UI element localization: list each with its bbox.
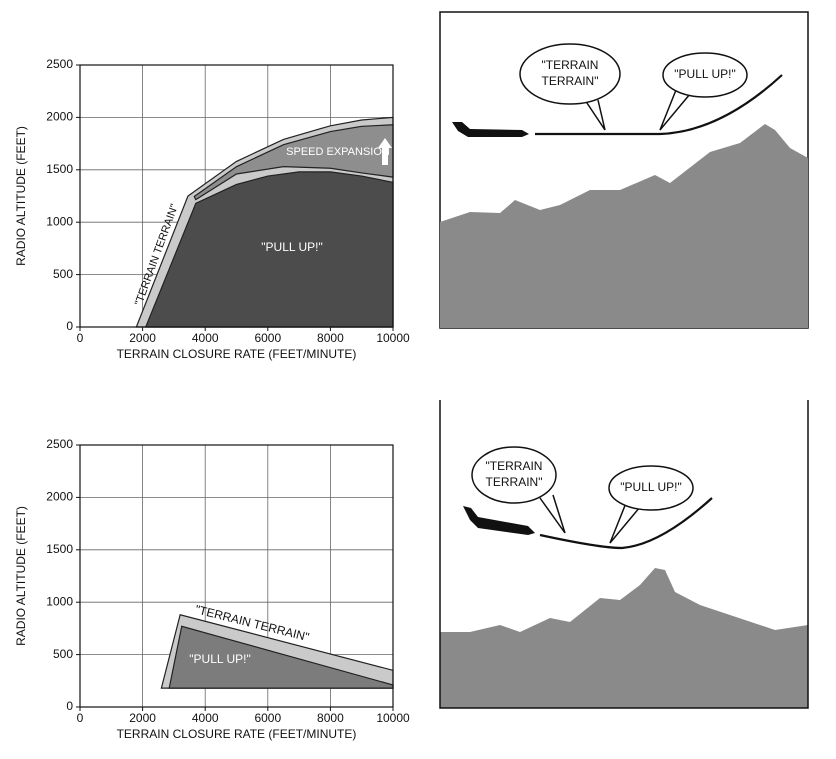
y-tick-label: 2000 <box>46 490 73 504</box>
frame <box>439 400 809 709</box>
x-tick-label: 0 <box>77 331 84 345</box>
illustration-2: "TERRAIN TERRAIN" "PULL UP!" <box>439 400 809 709</box>
callout-tail <box>609 502 641 544</box>
x-tick-label: 0 <box>77 711 84 725</box>
region-label: "PULL UP!" <box>189 652 250 666</box>
y-tick-label: 1500 <box>46 162 73 176</box>
x-tick-label: 2000 <box>129 711 156 725</box>
region-label: SPEED EXPANSION <box>286 146 390 158</box>
callout-bubble <box>662 52 748 98</box>
x-tick-label: 4000 <box>192 331 219 345</box>
x-tick-label: 6000 <box>254 331 281 345</box>
y-tick-label: 0 <box>66 699 73 713</box>
callout-tail <box>659 89 691 131</box>
callout-text: "PULL UP!" <box>620 480 681 494</box>
callout-text: "TERRAIN <box>542 58 599 72</box>
chart: 0 500 1000 1500 2000 2500 0 2000 4000 6000 8000 100… <box>14 57 410 361</box>
x-axis-title: TERRAIN CLOSURE RATE (FEET/MINUTE) <box>117 347 357 361</box>
y-tick-label: 2500 <box>46 437 73 451</box>
airplane <box>463 506 535 535</box>
y-tick-label: 1000 <box>46 594 73 608</box>
callout-text: TERRAIN" <box>542 74 599 88</box>
x-tick-label: 10000 <box>376 331 410 345</box>
callout-bubble <box>471 446 557 504</box>
terrain <box>440 124 808 328</box>
callout-text: "PULL UP!" <box>674 67 735 81</box>
callout-tail <box>584 99 606 131</box>
x-tick-label: 6000 <box>254 711 281 725</box>
callout-tail <box>539 494 566 534</box>
y-tick-label: 500 <box>53 647 73 661</box>
terrain <box>440 568 808 708</box>
y-tick-label: 1500 <box>46 542 73 556</box>
callout-bubble <box>608 465 694 511</box>
callout-text: "TERRAIN <box>486 459 543 473</box>
plot-border <box>79 64 394 328</box>
x-tick-label: 4000 <box>192 711 219 725</box>
x-tick-label: 8000 <box>317 331 344 345</box>
x-tick-label: 2000 <box>129 331 156 345</box>
y-tick-label: 0 <box>66 319 73 333</box>
y-axis-title: RADIO ALTITUDE (FEET) <box>14 126 28 266</box>
flight-path <box>535 74 783 136</box>
callout-bubble <box>519 43 621 105</box>
y-tick-label: 1000 <box>46 214 73 228</box>
y-tick-label: 2000 <box>46 110 73 124</box>
callout-text: TERRAIN" <box>486 475 543 489</box>
plot-border <box>79 444 394 708</box>
y-tick-label: 2500 <box>46 57 73 71</box>
x-tick-label: 10000 <box>376 711 410 725</box>
airplane <box>452 122 529 137</box>
y-tick-label: 500 <box>53 267 73 281</box>
region-label: "PULL UP!" <box>261 240 322 254</box>
chart: 0 500 1000 1500 2000 2500 0 2000 4000 6000 8000 100… <box>14 437 410 741</box>
arrow <box>378 138 392 165</box>
flight-path <box>539 497 713 550</box>
x-tick-label: 8000 <box>317 711 344 725</box>
x-axis-title: TERRAIN CLOSURE RATE (FEET/MINUTE) <box>117 727 357 741</box>
illustration-1: "TERRAIN TERRAIN" "PULL UP!" <box>439 11 809 329</box>
y-axis-title: RADIO ALTITUDE (FEET) <box>14 506 28 646</box>
